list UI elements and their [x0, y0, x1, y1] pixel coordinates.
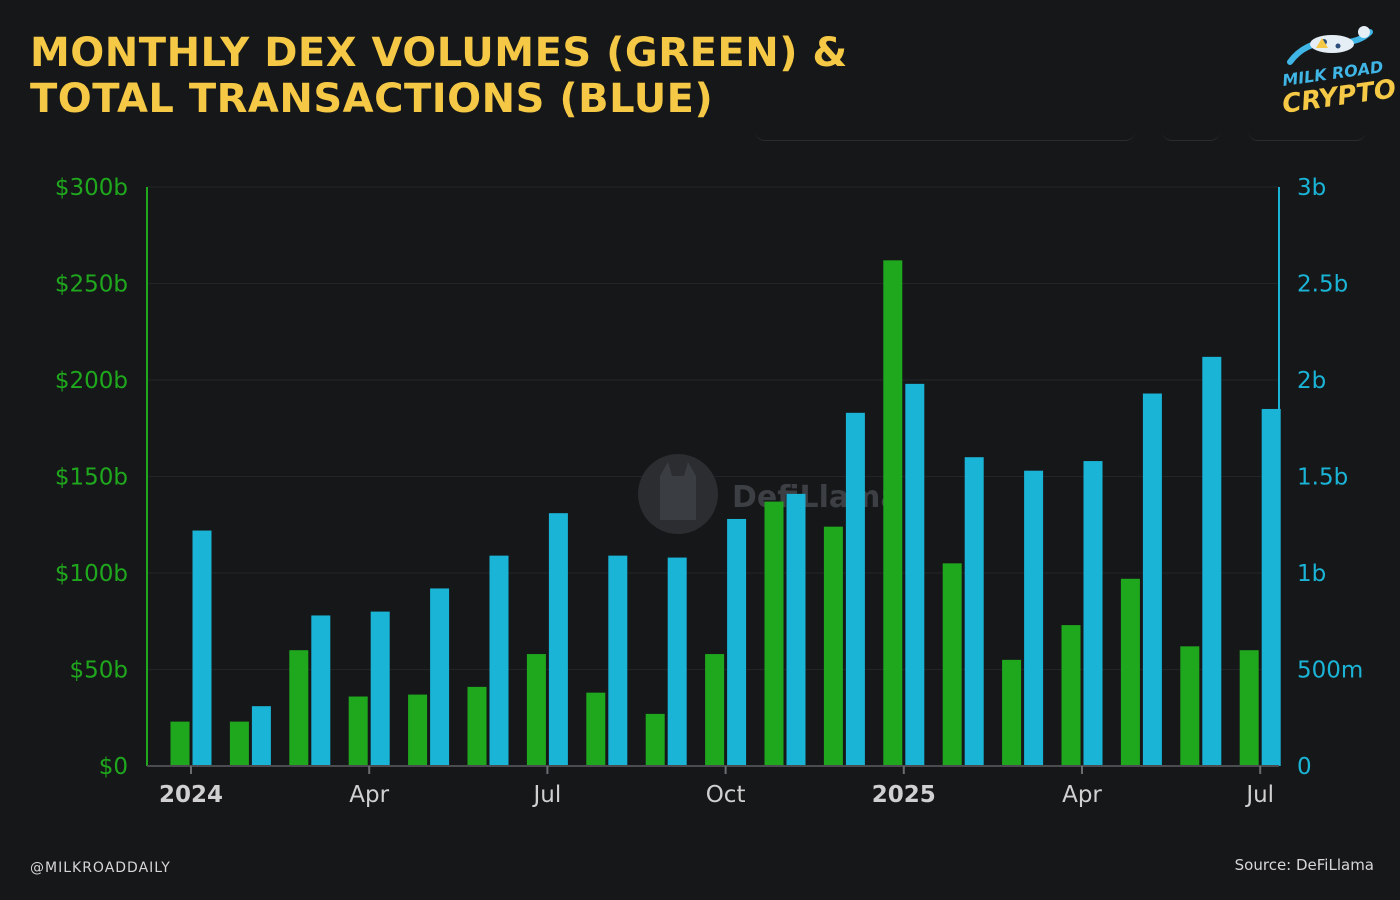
volume-bar: [764, 501, 784, 766]
transactions-bar: [548, 513, 568, 766]
volume-bar: [705, 654, 725, 766]
transactions-bar: [667, 557, 687, 766]
chart-title-line-2: TOTAL TRANSACTIONS (BLUE): [30, 76, 714, 122]
volume-bar: [823, 526, 843, 766]
y-tick-left: $250b: [55, 272, 128, 298]
volume-bar: [229, 721, 249, 766]
milk-road-logo: MILK ROAD CRYPTO: [1276, 22, 1398, 122]
transactions-bar: [311, 615, 331, 766]
chart-title: MONTHLY DEX VOLUMES (GREEN) & TOTAL TRAN…: [30, 30, 848, 122]
ghost-control: [1248, 128, 1366, 141]
source-note: Source: DeFiLlama: [1234, 856, 1374, 874]
transactions-bar: [608, 555, 628, 766]
transactions-bar: [1202, 356, 1222, 766]
y-tick-right: 2.5b: [1297, 272, 1348, 298]
y-tick-right: 500m: [1297, 658, 1363, 684]
volume-bar: [645, 713, 665, 766]
defillama-watermark: DefiLlama: [638, 454, 901, 534]
x-tick-label: Jul: [1244, 782, 1274, 808]
transactions-bar: [1024, 470, 1044, 766]
bars: [170, 260, 1281, 766]
y-tick-left: $100b: [55, 561, 128, 587]
volume-bar: [289, 650, 309, 766]
volume-bar: [526, 654, 546, 766]
y-tick-right: 3b: [1297, 175, 1326, 201]
transactions-bar: [964, 457, 984, 766]
gridlines: [147, 186, 1279, 670]
x-tick-label: 2024: [159, 782, 223, 808]
transactions-bar: [192, 530, 212, 766]
watermark-text: DefiLlama: [732, 480, 901, 515]
y-axis-left-ticks: $0 $50b $100b $150b $200b $250b $300b: [55, 175, 128, 780]
ghost-control: [1162, 128, 1220, 141]
volume-bar: [467, 686, 487, 766]
transactions-bar: [370, 611, 390, 766]
y-tick-left: $50b: [70, 658, 129, 684]
transactions-bar: [905, 383, 925, 766]
volume-bar: [1002, 659, 1022, 766]
volume-bar: [1061, 625, 1081, 766]
volume-bar: [1239, 650, 1259, 766]
x-axis-ticks: 2024 Apr Jul Oct 2025 Apr Jul: [159, 766, 1274, 808]
transactions-bar: [727, 518, 747, 766]
transactions-bar: [489, 555, 509, 766]
x-tick-label: Jul: [532, 782, 562, 808]
chart-title-line-1: MONTHLY DEX VOLUMES (GREEN) &: [30, 30, 848, 76]
y-tick-right: 1.5b: [1297, 465, 1348, 491]
y-tick-right: 0: [1297, 754, 1312, 780]
y-tick-right: 1b: [1297, 561, 1326, 587]
y-tick-right: 2b: [1297, 368, 1326, 394]
volume-bar: [1120, 578, 1140, 766]
x-tick-label: Oct: [706, 782, 746, 808]
y-tick-left: $150b: [55, 465, 128, 491]
twitter-handle: @MILKROADDAILY: [30, 860, 171, 876]
volume-bar: [942, 563, 962, 766]
volume-bar: [170, 721, 190, 766]
y-axis-right-ticks: 0 500m 1b 1.5b 2b 2.5b 3b: [1297, 175, 1363, 780]
cow-icon: [1287, 26, 1373, 65]
volume-bar: [408, 694, 428, 766]
y-tick-left: $200b: [55, 368, 128, 394]
x-tick-label: Apr: [349, 782, 389, 808]
ghost-control: [755, 128, 1135, 141]
transactions-bar: [1142, 393, 1162, 766]
volume-bar: [586, 692, 606, 766]
axes: [146, 187, 1280, 767]
transactions-bar: [845, 412, 865, 766]
transactions-bar: [1261, 408, 1281, 766]
y-tick-left: $300b: [55, 175, 128, 201]
y-tick-left: $0: [99, 754, 128, 780]
transactions-bar: [430, 588, 450, 766]
volume-bar: [883, 260, 903, 766]
volume-bar: [1180, 646, 1200, 766]
transactions-bar: [251, 706, 271, 766]
transactions-bar: [786, 493, 806, 766]
volume-bar: [348, 696, 368, 766]
x-tick-label: Apr: [1062, 782, 1102, 808]
transactions-bar: [1083, 461, 1103, 766]
x-tick-label: 2025: [872, 782, 936, 808]
